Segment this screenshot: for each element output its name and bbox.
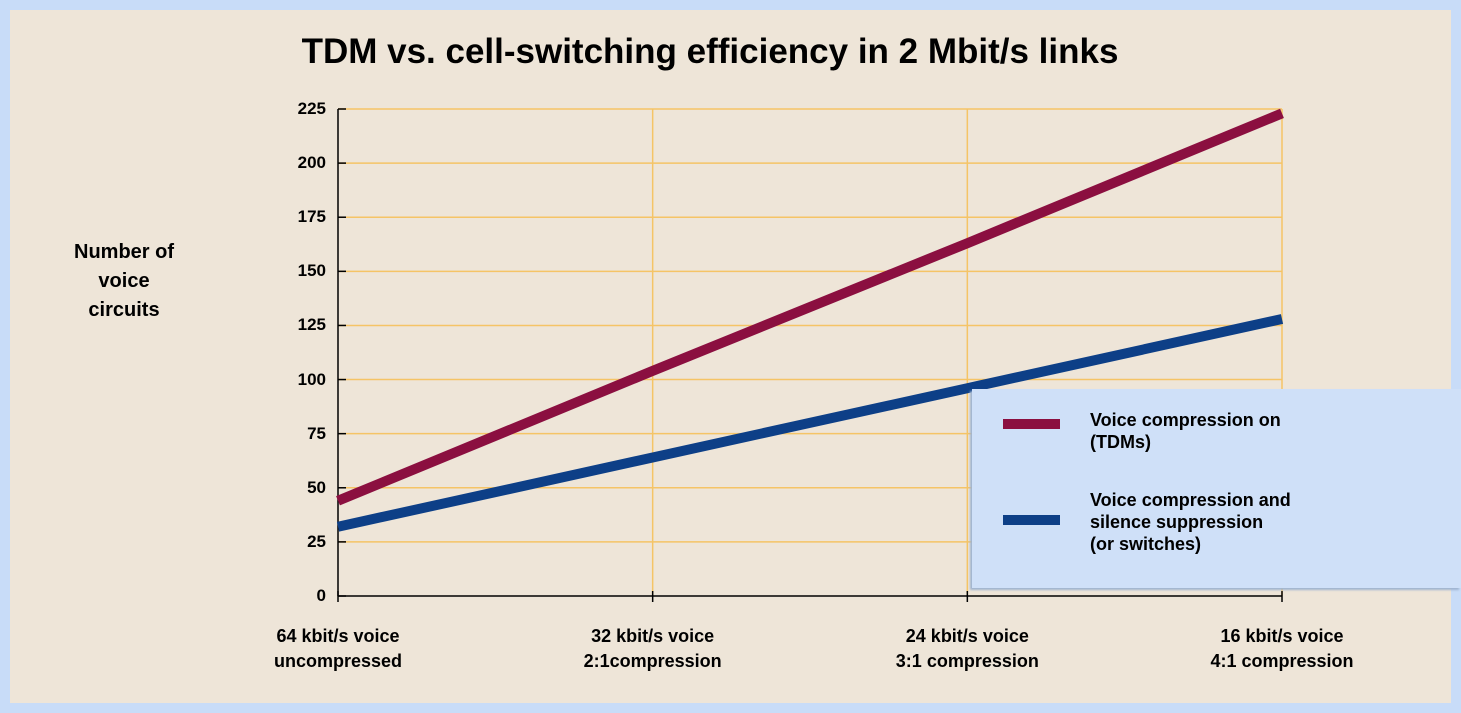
y-axis-title: Number of voice circuits — [74, 241, 174, 321]
legend-swatch — [1003, 419, 1060, 429]
legend-label: Voice compression on (TDMs) — [1090, 410, 1281, 452]
x-tick-label: 64 kbit/s voice uncompressed — [273, 626, 403, 671]
chart-title: TDM vs. cell-switching efficiency in 2 M… — [301, 32, 1119, 71]
legend-label: Voice compression and silence suppressio… — [1090, 490, 1291, 554]
y-tick-label: 25 — [307, 531, 326, 551]
y-tick-label: 100 — [297, 369, 326, 389]
series-line — [336, 314, 1284, 532]
y-tick-label: 125 — [297, 315, 326, 335]
y-tick-label: 225 — [297, 99, 326, 118]
x-tick-label: 32 kbit/s voice 2:1compression — [583, 626, 722, 671]
y-tick-label: 200 — [297, 153, 326, 173]
legend-swatch — [1003, 515, 1060, 525]
y-tick-label: 175 — [297, 207, 326, 227]
y-tick-label: 150 — [297, 261, 326, 281]
legend: Voice compression on (TDMs) Voice compres… — [972, 389, 1461, 588]
y-tick-label: 50 — [307, 477, 326, 497]
x-tick-label: 24 kbit/s voice 3:1 compression — [895, 626, 1039, 671]
x-tick-label: 16 kbit/s voice 4:1 compression — [1210, 626, 1354, 671]
y-tick-label: 75 — [307, 423, 326, 443]
series-line — [336, 108, 1284, 506]
y-tick-label: 0 — [316, 586, 326, 605]
